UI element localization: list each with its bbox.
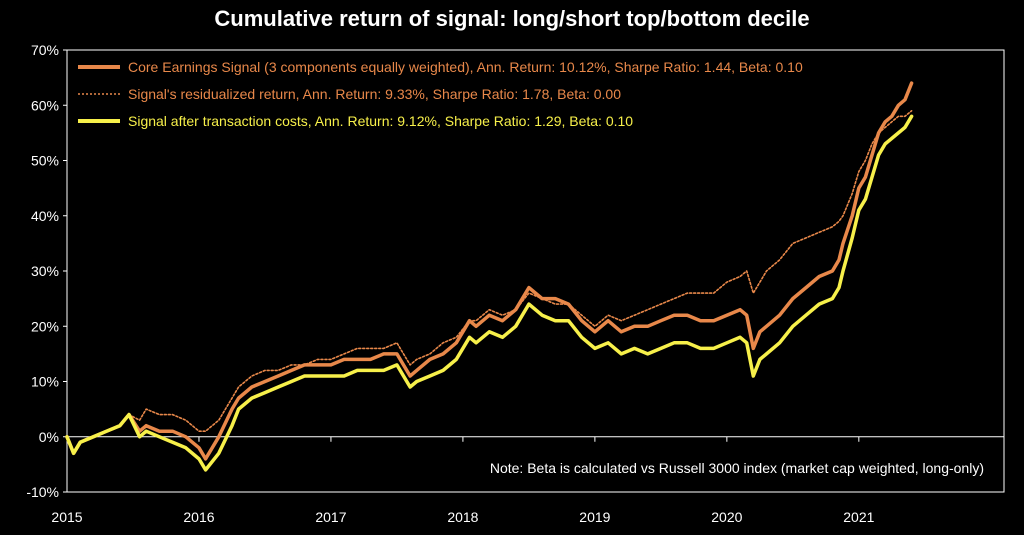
- series-line-1: [65, 81, 914, 461]
- y-tick-label: 30%: [31, 263, 59, 279]
- legend-label-1: Core Earnings Signal (3 components equal…: [128, 59, 803, 75]
- series-line-2: [66, 110, 913, 455]
- y-tick-label: -10%: [26, 484, 59, 500]
- y-tick-label: 40%: [31, 208, 59, 224]
- y-tick-label: 60%: [31, 97, 59, 113]
- legend-label-3: Signal after transaction costs, Ann. Ret…: [128, 113, 633, 129]
- x-tick-label: 2017: [315, 509, 346, 525]
- x-tick-label: 2019: [579, 509, 610, 525]
- chart-note: Note: Beta is calculated vs Russell 3000…: [490, 460, 984, 476]
- y-tick-label: 0%: [39, 429, 59, 445]
- x-tick-label: 2015: [51, 509, 82, 525]
- y-tick-label: 70%: [31, 42, 59, 58]
- legend-label-2: Signal's residualized return, Ann. Retur…: [128, 86, 621, 102]
- y-tick-label: 20%: [31, 318, 59, 334]
- series-line-3: [65, 114, 914, 472]
- x-tick-label: 2016: [183, 509, 214, 525]
- y-tick-label: 50%: [31, 153, 59, 169]
- x-tick-label: 2018: [447, 509, 478, 525]
- x-tick-label: 2020: [711, 509, 742, 525]
- chart-title: Cumulative return of signal: long/short …: [214, 6, 810, 31]
- y-tick-label: 10%: [31, 374, 59, 390]
- x-tick-label: 2021: [843, 509, 874, 525]
